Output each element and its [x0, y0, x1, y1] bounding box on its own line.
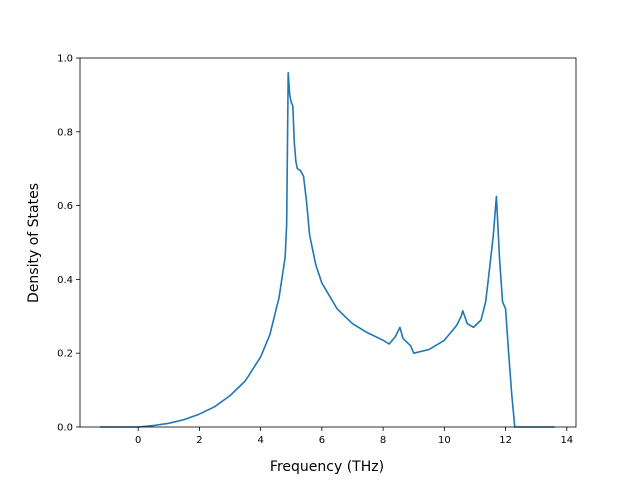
series-line-0: [99, 71, 555, 428]
y-tick-label: 1.0: [57, 54, 73, 65]
x-tick-label: 4: [257, 435, 263, 446]
y-tick-label: 0.2: [57, 349, 73, 360]
x-tick-label: 0: [135, 435, 141, 446]
y-axis-label: Density of States: [26, 183, 42, 303]
x-tick-label: 6: [319, 435, 325, 446]
x-tick-label: 12: [499, 435, 512, 446]
x-tick-label: 8: [380, 435, 386, 446]
tick-marks-and-labels: 0 2 4 6 8 10 12 14 0.0 0.2 0.4 0.6 0.8 1.0: [57, 54, 573, 447]
plot-area: [99, 71, 555, 428]
axes-frame: [79, 57, 577, 428]
y-tick-label: 0.0: [57, 423, 73, 434]
y-tick-label: 0.6: [57, 201, 73, 212]
y-tick-label: 0.8: [57, 127, 73, 138]
x-tick-label: 14: [560, 435, 573, 446]
x-axis-label: Frequency (THz): [270, 459, 384, 475]
x-tick-label: 10: [438, 435, 451, 446]
y-tick-label: 0.4: [57, 275, 73, 286]
x-tick-label: 2: [196, 435, 202, 446]
